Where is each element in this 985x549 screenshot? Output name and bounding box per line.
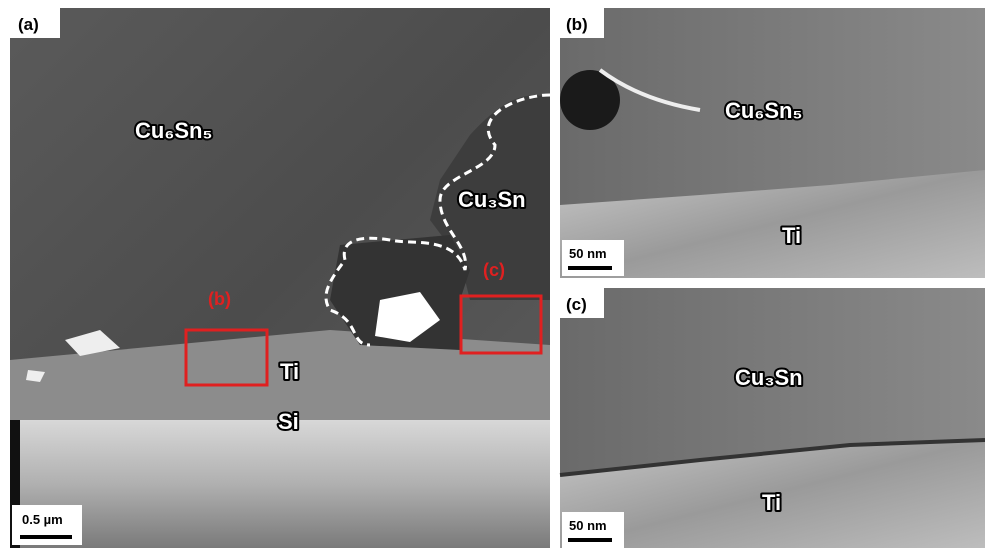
phase-label: Cu₆Sn₅ [725, 98, 803, 123]
panel-a: (a) Cu₆Sn₅ Cu₃Sn Ti Si (b) (c) 0.5 µm [10, 8, 550, 548]
region-label: (c) [483, 260, 505, 280]
panel-label: (a) [18, 15, 39, 34]
panel-label: (b) [566, 15, 588, 34]
phase-label: Cu₃Sn [735, 365, 803, 390]
region-label: (b) [208, 289, 231, 309]
scale-bar [568, 266, 612, 270]
scale-label: 0.5 µm [22, 512, 63, 527]
panel-c: (c) Cu₃Sn Ti 50 nm [560, 288, 985, 548]
phase-label: Ti [280, 359, 299, 384]
scale-label: 50 nm [569, 246, 607, 261]
phase-label: Cu₃Sn [458, 187, 526, 212]
panel-b: (b) Cu₆Sn₅ Ti 50 nm [560, 8, 985, 278]
phase-label: Ti [782, 223, 801, 248]
phase-label: Ti [762, 490, 781, 515]
scale-bar [568, 538, 612, 542]
figure: (a) Cu₆Sn₅ Cu₃Sn Ti Si (b) (c) 0.5 µm (b… [0, 0, 985, 549]
phase-label: Cu₆Sn₅ [135, 118, 213, 143]
phase-label: Si [278, 409, 299, 434]
scale-bar [20, 535, 72, 539]
panel-label: (c) [566, 295, 587, 314]
si-layer [10, 420, 550, 548]
scale-label: 50 nm [569, 518, 607, 533]
